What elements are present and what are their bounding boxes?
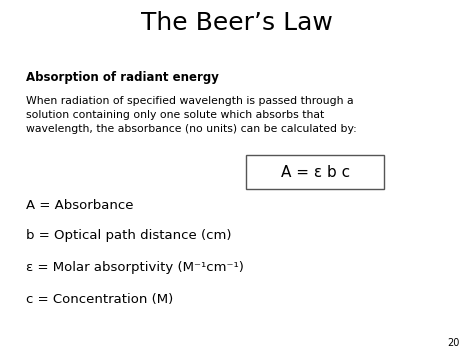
Text: c = Concentration (M): c = Concentration (M): [26, 293, 173, 306]
Text: A = ε b c: A = ε b c: [281, 165, 350, 180]
Text: The Beer’s Law: The Beer’s Law: [141, 11, 333, 35]
Text: Absorption of radiant energy: Absorption of radiant energy: [26, 71, 219, 84]
Text: A = Absorbance: A = Absorbance: [26, 199, 134, 212]
Text: b = Optical path distance (cm): b = Optical path distance (cm): [26, 229, 232, 242]
FancyBboxPatch shape: [246, 155, 384, 189]
Text: ε = Molar absorptivity (M⁻¹cm⁻¹): ε = Molar absorptivity (M⁻¹cm⁻¹): [26, 261, 244, 274]
Text: When radiation of specified wavelength is passed through a
solution containing o: When radiation of specified wavelength i…: [26, 96, 357, 134]
Text: 20: 20: [447, 338, 460, 348]
